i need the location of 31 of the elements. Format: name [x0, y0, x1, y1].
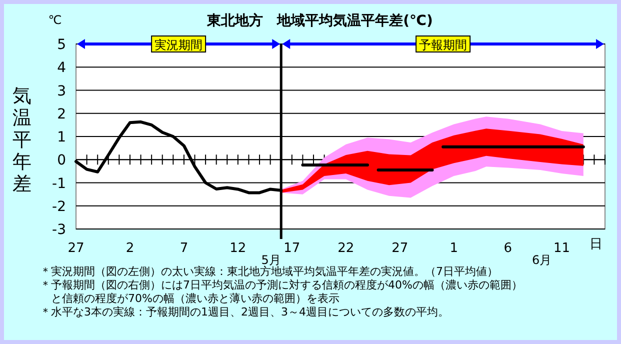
text: ＊水平な3本の実線：予報期間の1週目、2週目、3～4週目についての多数の平均。 [40, 306, 449, 318]
x-tick-label: 27 [392, 241, 408, 256]
y-tick-label: 3 [57, 83, 66, 100]
text: ℃ [48, 13, 62, 27]
text: ＊実況期間（図の左側）の太い実線：東北地方地域平均気温平年差の実況値。（7日平均値） [40, 265, 498, 278]
annotation: 予報期間 [419, 38, 468, 52]
y-tick-label: -3 [52, 222, 66, 238]
x-axis-title: 日 [590, 237, 602, 252]
y-axis-title: 気温平年差 [12, 85, 32, 195]
text: と信頼の程度が70%の幅（濃い赤と薄い赤の範囲）を表示 [40, 292, 340, 305]
y-tick-label: 1 [57, 130, 66, 146]
y-tick-label: 0 [57, 152, 66, 169]
x-tick-label: 2 [126, 241, 134, 256]
x-tick-label: 27 [68, 241, 84, 256]
annotation: 実況期間 [154, 38, 203, 52]
x-tick-label: 1 [450, 241, 458, 256]
x-tick-label: 6 [504, 241, 512, 256]
y-tick-label: -2 [52, 198, 66, 215]
text: ＊予報期間（図の右側）には7日平均気温の予測に対する信頼の程度が40%の幅（濃い赤の範囲） [40, 278, 522, 292]
x-tick-label: 17 [284, 241, 300, 256]
text: 6月 [532, 253, 552, 267]
chart-title: 東北地方 地域平均気温平年差(℃) [206, 12, 433, 29]
text: 5月 [261, 253, 281, 267]
x-tick-label: 11 [554, 241, 570, 256]
y-tick-label: 2 [57, 106, 66, 122]
x-tick-label: 22 [338, 241, 354, 256]
x-tick-label: 12 [230, 241, 246, 256]
x-tick-label: 7 [180, 241, 188, 256]
y-tick-label: 4 [57, 60, 66, 76]
y-tick-label: 5 [57, 37, 66, 53]
y-tick-label: -1 [52, 176, 66, 192]
